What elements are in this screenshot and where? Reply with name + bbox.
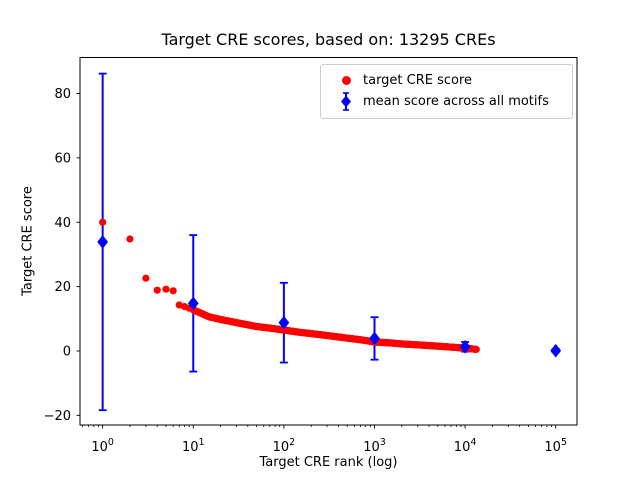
legend-item-target-score: target CRE score <box>329 70 564 91</box>
x-tick-label: 104 <box>454 437 477 455</box>
y-axis-label: Target CRE score <box>20 186 36 296</box>
target-score-points <box>99 218 480 353</box>
red-circle-icon <box>329 76 363 85</box>
mean-diamonds <box>97 235 562 358</box>
x-tick-label: 105 <box>544 437 567 455</box>
data-point <box>472 345 480 353</box>
data-point <box>153 286 161 294</box>
x-tick-label: 103 <box>363 437 386 455</box>
x-axis-label: Target CRE rank (log) <box>259 455 398 470</box>
mean-point <box>550 343 562 358</box>
y-tick-label: 80 <box>54 87 71 102</box>
mean-point <box>369 331 380 346</box>
axis-ticks <box>76 93 557 429</box>
y-tick-label: 0 <box>63 344 71 359</box>
mean-point <box>278 315 290 330</box>
mean-point <box>459 340 471 354</box>
mean-point <box>97 235 109 249</box>
x-tick-label: 102 <box>273 437 296 455</box>
x-tick-label: 100 <box>91 437 114 455</box>
mean-point <box>187 296 199 311</box>
mean-errorbars <box>98 72 560 412</box>
y-tick-label: −20 <box>44 409 71 424</box>
x-tick-label: 101 <box>182 437 205 455</box>
data-point <box>99 218 107 226</box>
legend-label: target CRE score <box>363 73 473 88</box>
legend: target CRE score mean score across all m… <box>320 64 573 119</box>
y-tick-labels: −20 0 20 40 60 80 <box>44 87 71 424</box>
data-point <box>126 235 134 243</box>
x-tick-labels: 100 101 102 103 104 105 <box>91 437 567 455</box>
legend-label: mean score across all motifs <box>363 94 549 109</box>
y-tick-label: 20 <box>54 280 71 295</box>
data-point <box>169 287 177 295</box>
y-tick-label: 40 <box>54 216 71 231</box>
data-point <box>162 285 170 293</box>
blue-diamond-errorbar-icon <box>329 91 363 112</box>
chart-title: Target CRE scores, based on: 13295 CREs <box>161 30 496 49</box>
legend-item-mean-score: mean score across all motifs <box>329 91 564 112</box>
data-point <box>142 274 150 282</box>
plot-frame <box>79 57 578 426</box>
y-tick-label: 60 <box>54 151 71 166</box>
